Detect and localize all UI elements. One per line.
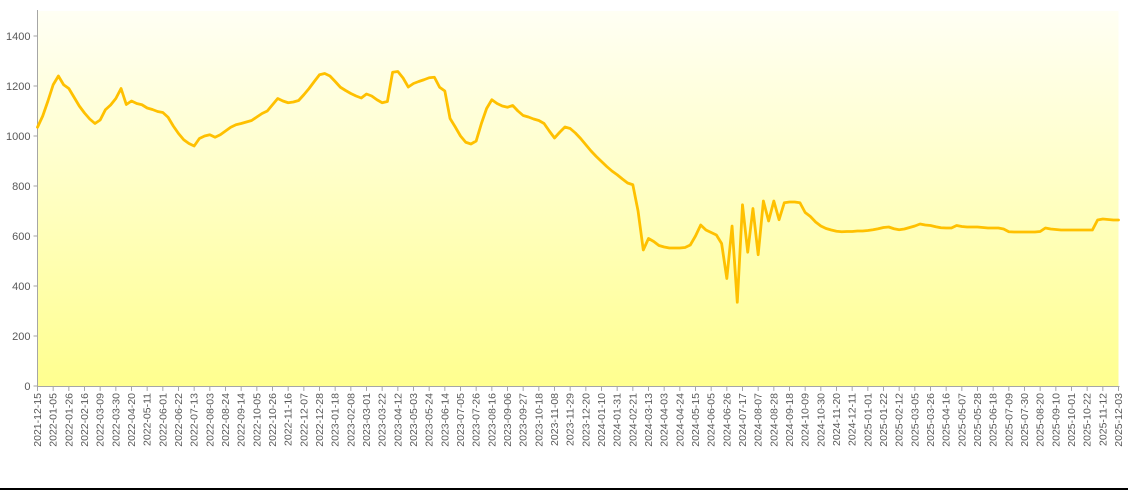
y-axis-label: 600 xyxy=(12,231,30,243)
x-axis-label: 2025-03-26 xyxy=(925,393,937,447)
x-axis-label: 2025-12-03 xyxy=(1113,393,1125,447)
x-axis-label: 2023-10-18 xyxy=(533,393,545,447)
x-axis-label: 2024-01-10 xyxy=(596,393,608,447)
y-axis-label: 0 xyxy=(24,381,30,393)
x-axis-label: 2023-12-20 xyxy=(580,393,592,447)
x-axis-label: 2022-03-30 xyxy=(110,393,122,447)
x-axis-label: 2021-12-15 xyxy=(32,393,44,447)
y-axis-label: 200 xyxy=(12,331,30,343)
x-axis-label: 2025-04-16 xyxy=(941,393,953,447)
x-axis-label: 2022-05-11 xyxy=(142,393,154,446)
x-axis-label: 2022-09-14 xyxy=(236,393,248,447)
x-axis-label: 2022-02-16 xyxy=(79,393,91,447)
x-axis-label: 2025-02-12 xyxy=(894,393,906,447)
x-axis-label: 2023-06-14 xyxy=(439,393,451,447)
series-line xyxy=(36,70,1120,304)
y-axis-label: 1000 xyxy=(6,131,30,143)
x-axis-label: 2025-10-22 xyxy=(1082,393,1094,447)
x-axis-label: 2023-05-03 xyxy=(408,393,420,447)
x-axis-label: 2025-01-01 xyxy=(862,393,874,447)
x-axis-label: 2025-05-28 xyxy=(972,393,984,447)
x-axis-label: 2022-01-05 xyxy=(48,393,60,447)
x-axis-label: 2022-06-01 xyxy=(157,393,169,447)
x-axis-label: 2022-01-26 xyxy=(63,393,75,447)
x-axis-label: 2022-08-24 xyxy=(220,393,232,447)
x-axis-label: 2024-09-18 xyxy=(784,393,796,447)
y-axis-label: 400 xyxy=(12,281,30,293)
x-axis-label: 2024-12-11 xyxy=(847,393,859,446)
x-axis-label: 2025-05-07 xyxy=(956,393,968,447)
x-axis-label: 2023-01-18 xyxy=(330,393,342,447)
x-axis-label: 2022-12-07 xyxy=(298,393,310,447)
x-axis-label: 2022-11-16 xyxy=(283,393,295,446)
x-axis-label: 2023-07-26 xyxy=(471,393,483,447)
x-axis-label: 2025-06-18 xyxy=(988,393,1000,447)
plot-background xyxy=(37,11,1119,387)
x-axis-label: 2025-09-10 xyxy=(1050,393,1062,447)
x-axis-label: 2025-11-12 xyxy=(1097,393,1109,446)
x-axis-label: 2025-10-01 xyxy=(1066,393,1078,447)
x-axis-label: 2022-06-22 xyxy=(173,393,185,447)
x-axis-label: 2022-10-05 xyxy=(251,393,263,447)
x-axis-label: 2023-04-12 xyxy=(392,393,404,447)
x-axis-label: 2023-05-24 xyxy=(424,393,436,447)
x-axis-label: 2024-06-26 xyxy=(721,393,733,447)
x-axis-label: 2024-05-15 xyxy=(690,393,702,447)
x-axis-label: 2023-02-08 xyxy=(345,393,357,447)
x-axis-label: 2023-03-22 xyxy=(377,393,389,447)
x-axis-label: 2023-03-01 xyxy=(361,393,373,447)
x-axis-label: 2025-08-20 xyxy=(1035,393,1047,447)
x-axis-label: 2024-08-07 xyxy=(753,393,765,447)
x-axis-label: 2023-08-16 xyxy=(486,393,498,447)
x-axis-label: 2024-02-21 xyxy=(627,393,639,447)
x-axis-label: 2024-04-24 xyxy=(674,393,686,447)
x-axis-label: 2022-10-26 xyxy=(267,393,279,447)
bottom-divider xyxy=(0,488,1128,490)
x-axis-label: 2022-08-03 xyxy=(204,393,216,447)
y-axis-label: 800 xyxy=(12,181,30,193)
x-axis-label: 2023-07-05 xyxy=(455,393,467,447)
x-axis-label: 2024-03-13 xyxy=(643,393,655,447)
x-axis-label: 2024-08-28 xyxy=(768,393,780,447)
x-axis-label: 2024-01-31 xyxy=(612,393,624,447)
x-axis-label: 2025-01-22 xyxy=(878,393,890,447)
x-axis-label: 2022-12-28 xyxy=(314,393,326,447)
x-axis-label: 2025-07-30 xyxy=(1019,393,1031,447)
x-axis-label: 2025-03-05 xyxy=(909,393,921,447)
x-axis-label: 2024-10-09 xyxy=(800,393,812,447)
x-axis-label: 2023-09-06 xyxy=(502,393,514,447)
x-axis-label: 2023-11-29 xyxy=(565,393,577,446)
x-axis-label: 2023-09-27 xyxy=(518,393,530,447)
x-axis-label: 2024-10-30 xyxy=(815,393,827,447)
x-axis-label: 2022-07-13 xyxy=(189,393,201,447)
x-axis-label: 2024-04-03 xyxy=(659,393,671,447)
x-axis-label: 2024-06-05 xyxy=(706,393,718,447)
x-axis-label: 2025-07-09 xyxy=(1003,393,1015,447)
x-axis-label: 2022-04-20 xyxy=(126,393,138,447)
x-axis-label: 2023-11-08 xyxy=(549,393,561,446)
x-axis-label: 2024-11-20 xyxy=(831,393,843,446)
x-axis-label: 2024-07-17 xyxy=(737,393,749,447)
y-axis-label: 1400 xyxy=(6,31,30,43)
x-axis-label: 2022-03-09 xyxy=(95,393,107,447)
y-axis-label: 1200 xyxy=(6,81,30,93)
